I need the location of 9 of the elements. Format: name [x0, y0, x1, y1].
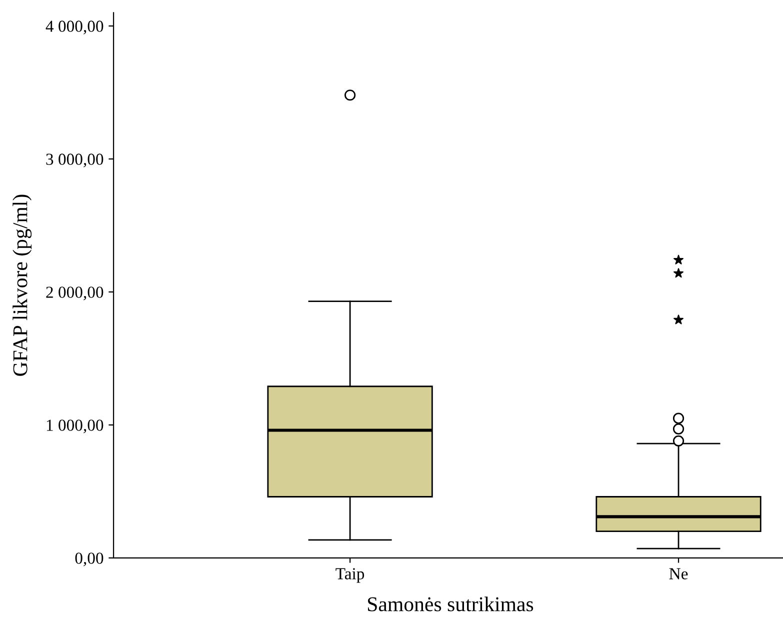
x-tick-label: Ne — [669, 568, 688, 580]
y-tick-label: 1 000,00 — [46, 420, 104, 434]
y-tick-label: 4 000,00 — [46, 20, 104, 34]
x-axis-title: Samonės sutrikimas — [368, 596, 534, 612]
y-tick-label: 0,00 — [75, 552, 104, 566]
y-tick-label: 3 000,00 — [46, 154, 104, 168]
x-tick-label: Taip — [336, 568, 364, 583]
y-axis-title: GFAP likvore (pg/ml) — [12, 194, 32, 376]
y-tick-label: 2 000,00 — [46, 286, 104, 300]
